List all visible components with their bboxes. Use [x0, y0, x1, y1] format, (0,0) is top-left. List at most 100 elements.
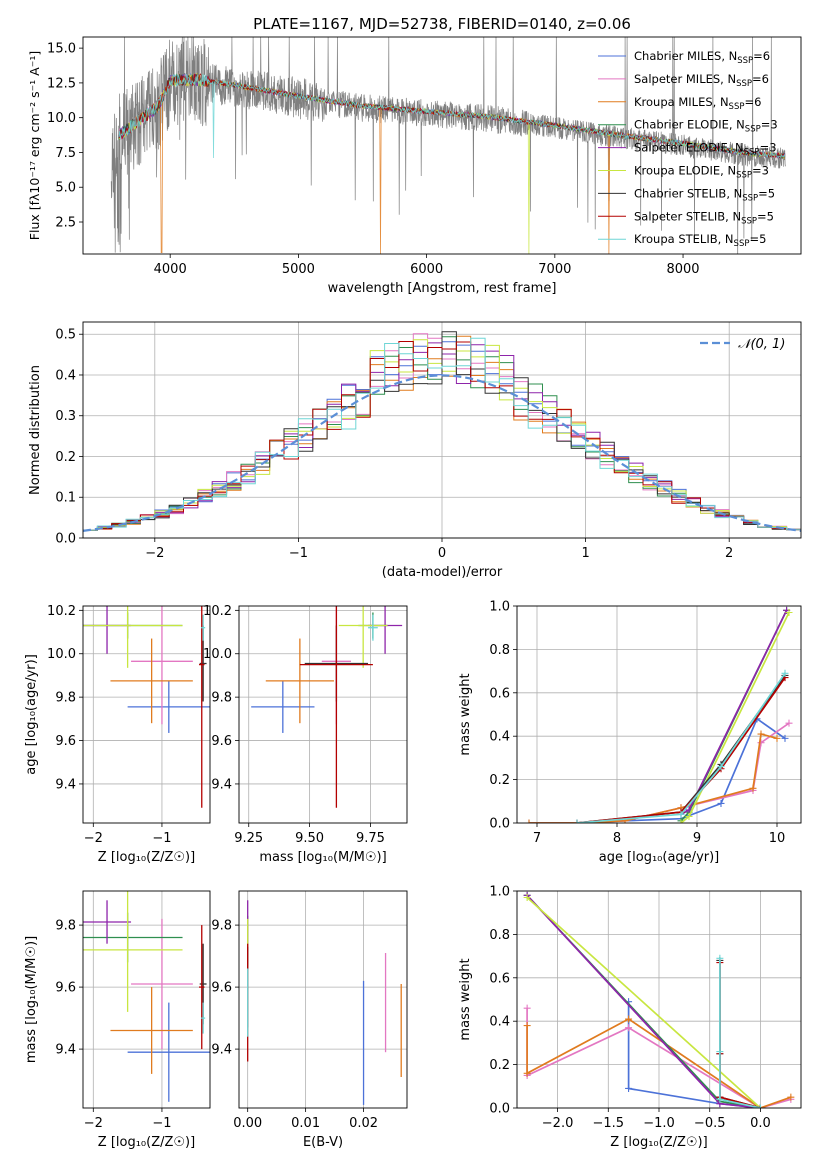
grid	[517, 890, 801, 1109]
ticks: −2.0 −1.5 −1.0 −0.5 0.0 0.0 0.2 0.4 0.6 0.8 1.0	[489, 885, 770, 1132]
x-tick-label: 5000	[282, 262, 315, 277]
x-axis-label: wavelength [Angstrom, rest frame]	[328, 281, 557, 296]
series-KM	[525, 730, 781, 823]
y-axis-label: mass weight	[458, 673, 473, 755]
ticks: 0.00 0.01 0.02 9.4 9.6 9.8	[211, 919, 378, 1131]
grid	[239, 891, 407, 1108]
data-point	[756, 1104, 764, 1108]
plot-area	[83, 606, 210, 808]
x-tick-label: −2	[145, 546, 164, 561]
y-tick-label: 9.6	[211, 734, 232, 749]
data-point	[717, 799, 725, 807]
x-tick-label: 7000	[538, 262, 571, 277]
panel-age-vs-Z: −2 −1 9.4 9.6 9.8 10.0 10.2 Z [log₁₀(Z/Z☉)] age …	[24, 604, 211, 865]
series-SE	[677, 606, 791, 818]
plot-area	[110, 37, 786, 254]
data-point	[625, 1084, 633, 1092]
panel-spectrum: 4000 5000 6000 7000 8000 2.5 5.0 7.5 10.0 12.5 15.…	[27, 15, 802, 296]
series-line	[576, 672, 786, 823]
y-tick-label: 2.5	[55, 216, 76, 231]
ticks: −2 −1 0 1 2 0.0 0.1 0.2 0.3 0.4 0.5	[55, 328, 733, 561]
axes-frame	[82, 321, 802, 539]
y-axis-label: Normed distribution	[28, 365, 43, 495]
series-CS	[716, 956, 764, 1108]
series-line	[627, 1001, 761, 1108]
data-point	[573, 819, 581, 823]
ticks: 9.25 9.50 9.75 9.4 9.6 9.8 10.0 10.2	[203, 604, 385, 846]
x-axis-label: (data-model)/error	[382, 565, 503, 580]
series-CM	[525, 715, 789, 823]
axes-frame	[82, 605, 211, 824]
x-tick-label: 9.75	[356, 831, 385, 846]
legend-entry: Kroupa STELIB, NSSP=5	[634, 232, 766, 249]
error-bar-CM	[127, 1002, 210, 1102]
error-bar-CM	[127, 680, 210, 733]
data-point	[785, 609, 793, 617]
series-line	[576, 674, 786, 823]
x-tick-label: 0.0	[750, 1116, 771, 1131]
data-point	[716, 1095, 724, 1103]
y-tick-label: 9.6	[55, 734, 76, 749]
x-tick-label: 0.02	[349, 1116, 378, 1131]
x-tick-label: −1.0	[643, 1116, 675, 1131]
error-bar-KE	[83, 606, 183, 668]
plot-area	[247, 900, 402, 1105]
plot-area	[525, 606, 793, 823]
x-tick-label: 1	[581, 546, 589, 561]
y-tick-label: 0.0	[55, 532, 76, 547]
legend-entry: Chabrier STELIB, NSSP=5	[634, 186, 775, 203]
legend: Chabrier MILES, NSSP=6 Salpeter MILES, NS…	[598, 49, 778, 249]
series-line	[529, 732, 778, 823]
error-bar-SM	[131, 918, 193, 1050]
x-tick-label: 0	[438, 546, 446, 561]
y-tick-label: 10.0	[47, 647, 76, 662]
y-tick-label: 9.8	[211, 691, 232, 706]
error-bar-SS	[199, 606, 205, 808]
error-bar-KE	[338, 606, 388, 668]
series-KS	[716, 954, 764, 1108]
y-tick-label: 0.0	[489, 1102, 510, 1117]
x-tick-label: 0.01	[291, 1116, 320, 1131]
data-point	[716, 954, 724, 962]
y-axis-label: mass [log₁₀(M/M☉)]	[24, 936, 39, 1063]
series-line	[719, 960, 761, 1108]
x-axis-label: age [log₁₀(age/yr)]	[599, 850, 720, 865]
y-tick-label: 0.1	[55, 491, 76, 506]
histogram-KS	[83, 337, 801, 531]
data-point	[749, 784, 757, 792]
y-axis-label: mass weight	[458, 958, 473, 1040]
y-tick-label: 15.0	[47, 42, 76, 57]
y-tick-label: 0.4	[489, 1015, 510, 1030]
series-SM	[525, 719, 793, 823]
data-point	[523, 1004, 531, 1012]
y-tick-label: 9.6	[55, 981, 76, 996]
error-bar-KS	[368, 614, 378, 641]
data-point	[757, 739, 765, 747]
data-point	[781, 669, 789, 677]
x-tick-label: −2	[84, 831, 103, 846]
y-tick-label: 10.0	[47, 111, 76, 126]
y-tick-label: 1.0	[489, 600, 510, 615]
legend-entry: Chabrier MILES, NSSP=6	[634, 49, 770, 66]
legend-entry: Salpeter ELODIE, NSSP=3	[634, 141, 777, 158]
x-tick-label: 8000	[666, 262, 699, 277]
series-line	[529, 722, 790, 823]
x-axis-label: Z [log₁₀(Z/Z☉)]	[98, 1135, 195, 1150]
observed-spectrum	[110, 37, 786, 254]
data-point	[523, 1022, 531, 1030]
x-tick-label: −1	[289, 546, 308, 561]
x-tick-label: −2	[84, 1116, 103, 1131]
axes-frame	[238, 605, 408, 824]
y-tick-label: 0.5	[55, 328, 76, 343]
chart-title: PLATE=1167, MJD=52738, FIBERID=0140, z=0…	[253, 15, 631, 33]
x-tick-label: −2.0	[542, 1116, 574, 1131]
series-KE	[677, 609, 793, 823]
x-axis-label: mass [log₁₀(M/M☉)]	[259, 850, 386, 865]
axes-frame	[82, 890, 211, 1109]
y-tick-label: 9.4	[55, 777, 76, 792]
x-tick-label: 0.00	[233, 1116, 262, 1131]
panel-mass-vs-ebv: 0.00 0.01 0.02 9.4 9.6 9.8 E(B-V)	[211, 890, 408, 1150]
panel-mass-vs-Z: −2 −1 9.4 9.6 9.8 Z [log₁₀(Z/Z☉)] mass [log₁₀(…	[24, 890, 211, 1150]
ticks: 4000 5000 6000 7000 8000 2.5 5.0 7.5 10.0 12.5 15.…	[47, 42, 700, 277]
